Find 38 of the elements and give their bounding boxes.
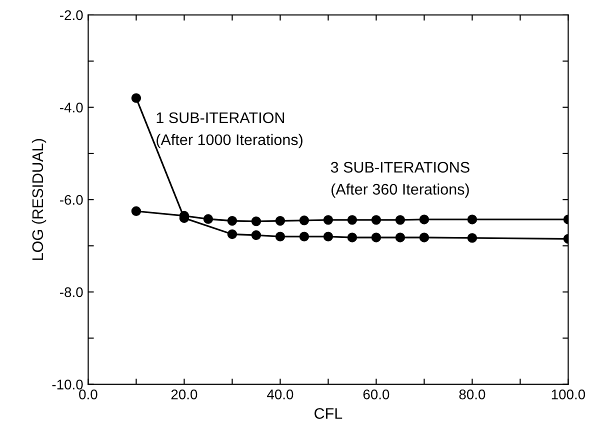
point xyxy=(467,214,478,224)
point xyxy=(419,214,430,224)
point xyxy=(251,216,262,226)
x-tick-label: 0.0 xyxy=(79,390,98,400)
y-tick-label: -10.0 xyxy=(52,380,83,390)
point xyxy=(203,214,214,224)
point xyxy=(371,215,382,225)
point xyxy=(131,206,142,216)
point xyxy=(251,230,262,240)
x-tick-label: 60.0 xyxy=(363,390,390,400)
x-tick-label: 100.0 xyxy=(552,390,586,400)
x-tick-label: 40.0 xyxy=(267,390,294,400)
y-tick-label: -6.0 xyxy=(60,194,83,205)
point xyxy=(395,215,406,225)
y-tick-label: -2.0 xyxy=(60,10,83,20)
point xyxy=(299,232,310,242)
point xyxy=(275,216,286,226)
y-axis-title: LOG (RESIDUAL) xyxy=(32,139,46,260)
y-tick-label: -4.0 xyxy=(60,102,83,112)
x-axis-title: CFL xyxy=(314,408,342,419)
point xyxy=(395,232,406,242)
series-label: 3 SUB-ITERATIONS (After 360 Iterations) xyxy=(330,162,470,198)
point xyxy=(347,215,358,225)
point xyxy=(131,93,142,103)
point xyxy=(275,232,286,242)
point xyxy=(347,232,358,242)
x-tick-label: 20.0 xyxy=(171,390,198,400)
point xyxy=(371,232,382,242)
point xyxy=(227,216,238,226)
y-tick-label: -8.0 xyxy=(60,287,83,298)
point xyxy=(323,215,334,225)
point xyxy=(419,232,430,242)
point xyxy=(467,233,478,243)
series-label: 1 SUB-ITERATION (After 1000 Iterations) xyxy=(156,112,302,148)
point xyxy=(323,232,334,242)
x-tick-label: 80.0 xyxy=(459,390,486,400)
point xyxy=(227,229,238,240)
point xyxy=(299,216,310,226)
